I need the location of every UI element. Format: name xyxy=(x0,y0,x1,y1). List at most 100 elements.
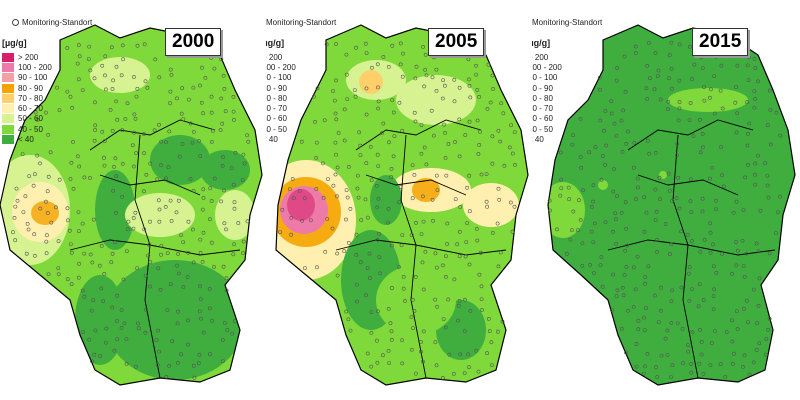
monitoring-site xyxy=(730,271,735,276)
monitoring-site xyxy=(632,140,637,145)
monitoring-site xyxy=(766,195,771,200)
monitoring-site xyxy=(567,197,572,202)
monitoring-site xyxy=(386,220,391,225)
monitoring-site xyxy=(113,156,118,161)
monitoring-site xyxy=(240,178,245,183)
monitoring-site xyxy=(102,271,107,276)
monitoring-site xyxy=(381,353,385,358)
monitoring-site xyxy=(614,217,618,222)
monitoring-site xyxy=(670,288,675,293)
legend-class-label: < 40 xyxy=(532,135,544,145)
monitoring-site xyxy=(81,330,86,335)
monitoring-site xyxy=(119,308,124,312)
monitoring-site xyxy=(412,172,417,177)
monitoring-site xyxy=(442,122,446,127)
monitoring-site xyxy=(398,185,403,189)
monitoring-site xyxy=(76,77,81,82)
monitoring-site xyxy=(223,109,228,114)
monitoring-site xyxy=(45,189,50,194)
monitoring-site xyxy=(24,251,29,256)
monitoring-site xyxy=(168,101,173,106)
monitoring-site xyxy=(424,162,429,167)
monitoring-site xyxy=(568,237,573,242)
legend-class: 60 - 70 xyxy=(266,103,296,113)
monitoring-site xyxy=(670,198,675,203)
monitoring-site xyxy=(220,121,225,126)
monitoring-site xyxy=(485,107,490,111)
monitoring-site xyxy=(377,231,382,236)
monitoring-site xyxy=(92,76,97,81)
monitoring-site xyxy=(336,131,341,135)
monitoring-site xyxy=(232,319,237,324)
monitoring-site xyxy=(68,94,73,99)
monitoring-site xyxy=(198,284,202,289)
monitoring-site xyxy=(774,110,779,115)
monitoring-site xyxy=(701,371,706,376)
monitoring-site xyxy=(414,64,419,69)
monitoring-site xyxy=(368,276,372,280)
monitoring-site xyxy=(445,242,450,246)
monitoring-site xyxy=(191,363,196,368)
monitoring-site xyxy=(692,62,697,67)
monitoring-site xyxy=(335,194,339,199)
monitoring-site xyxy=(142,227,147,232)
monitoring-site xyxy=(115,117,120,122)
monitoring-site xyxy=(148,161,153,166)
monitoring-site xyxy=(65,89,70,94)
monitoring-site xyxy=(477,272,482,277)
monitoring-site xyxy=(143,273,148,278)
monitoring-site xyxy=(403,299,407,303)
monitoring-site xyxy=(620,326,624,331)
monitoring-site xyxy=(765,123,770,128)
monitoring-site xyxy=(753,97,758,101)
monitoring-site xyxy=(600,284,605,289)
monitoring-site xyxy=(347,164,351,169)
monitoring-site xyxy=(687,118,692,123)
monitoring-site xyxy=(90,359,94,364)
monitoring-site xyxy=(370,65,374,70)
legend-class: 40 - 50 xyxy=(2,124,52,134)
monitoring-site xyxy=(656,320,661,325)
monitoring-site xyxy=(198,250,203,255)
monitoring-site xyxy=(303,266,307,271)
legend-class-label: 60 - 70 xyxy=(532,104,553,114)
monitoring-site xyxy=(87,337,92,342)
monitoring-site xyxy=(496,128,501,133)
monitoring-site xyxy=(231,95,236,99)
map-panel-2000: Monitoring-Standort [µg/g] > 200 100 - 20… xyxy=(0,0,266,400)
monitoring-site xyxy=(363,41,368,46)
monitoring-site xyxy=(112,348,117,353)
monitoring-site xyxy=(636,327,641,332)
monitoring-site xyxy=(358,153,363,158)
monitoring-site xyxy=(390,98,395,103)
monitoring-site xyxy=(196,361,201,366)
monitoring-site xyxy=(20,152,25,157)
monitoring-site xyxy=(453,197,458,202)
monitoring-site xyxy=(222,87,227,91)
monitoring-site xyxy=(348,328,353,333)
monitoring-site xyxy=(421,219,426,224)
monitoring-site xyxy=(479,284,484,289)
monitoring-site xyxy=(604,143,609,148)
monitoring-site xyxy=(635,254,640,259)
monitoring-site xyxy=(375,205,380,210)
monitoring-site xyxy=(210,128,215,133)
legend-class-label: 90 - 100 xyxy=(266,73,292,83)
monitoring-site xyxy=(300,218,305,223)
legend-class-label: 60 - 70 xyxy=(18,104,43,114)
legend-swatch xyxy=(2,135,14,145)
monitoring-site xyxy=(423,52,428,57)
monitoring-site xyxy=(700,209,705,214)
monitoring-site xyxy=(86,57,91,62)
monitoring-site xyxy=(708,250,713,255)
monitoring-site xyxy=(142,42,147,47)
monitoring-site xyxy=(484,172,489,177)
monitoring-site xyxy=(655,375,660,379)
monitoring-site xyxy=(356,195,361,200)
monitoring-site xyxy=(177,154,182,159)
monitoring-site xyxy=(46,272,51,277)
monitoring-site xyxy=(655,74,660,79)
monitoring-site xyxy=(675,141,680,146)
monitoring-site xyxy=(93,128,98,132)
legend-unit: Zn [µg/g] xyxy=(266,38,285,48)
